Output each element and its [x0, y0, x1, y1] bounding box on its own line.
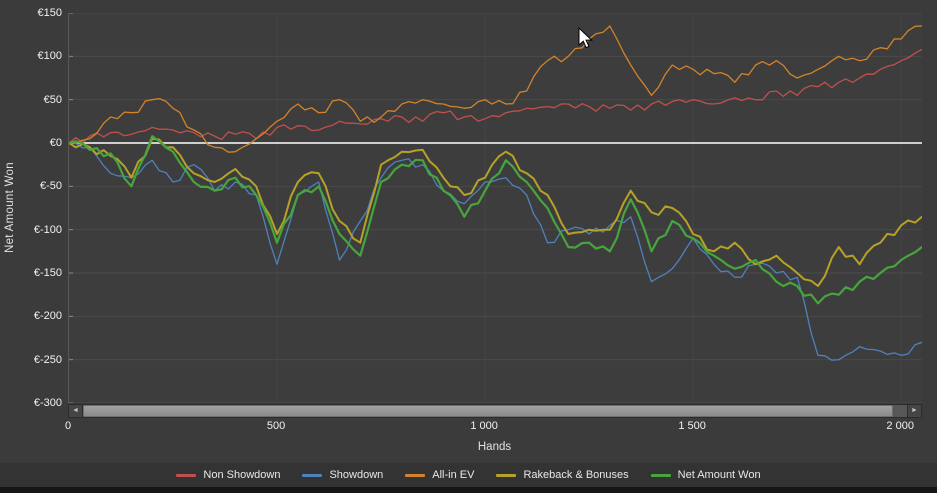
legend-item: Net Amount Won — [650, 469, 761, 481]
series-line-rakeback-bonuses — [69, 137, 922, 287]
x-tick-label: 1 500 — [678, 420, 706, 432]
legend-color-line — [176, 473, 197, 477]
y-axis-title: Net Amount Won — [4, 162, 16, 254]
legend-color-line — [302, 473, 323, 477]
scrollbar-right-arrow-icon[interactable]: ► — [907, 405, 921, 417]
y-tick-label: €150 — [37, 7, 62, 19]
series-line-all-in-ev — [69, 25, 922, 153]
x-tick-label: 0 — [64, 420, 72, 432]
legend-item: Rakeback & Bonuses — [496, 469, 629, 481]
legend: Non Showdown Showdown All-in EV Rakeback & … — [0, 463, 937, 487]
legend-color-line — [496, 473, 517, 477]
series-line-showdown — [69, 142, 922, 361]
window-bottom-edge — [0, 487, 937, 493]
scrollbar-left-arrow-icon[interactable]: ◄ — [69, 405, 83, 417]
legend-item-label: Rakeback & Bonuses — [523, 469, 629, 481]
y-tick-label: €-100 — [33, 223, 62, 236]
y-tick-label: €-300 — [33, 397, 62, 409]
series-line-net-amount-won — [69, 134, 922, 305]
legend-item-label: Net Amount Won — [677, 469, 761, 481]
y-tick-label: €100 — [37, 50, 62, 63]
y-tick-label: €-200 — [33, 310, 62, 323]
legend-item-label: Non Showdown — [203, 469, 281, 481]
x-tick-label: 2 000 — [886, 420, 914, 432]
scrollbar-thumb[interactable] — [83, 405, 893, 417]
legend-item: All-in EV — [405, 469, 474, 481]
y-tick-label: €-150 — [33, 267, 62, 279]
series-line-non-showdown — [69, 48, 922, 144]
x-axis-title: Hands — [477, 441, 512, 453]
y-tick-label: €-250 — [33, 353, 62, 366]
horizontal-scrollbar[interactable]: ◄ ► — [68, 404, 922, 418]
legend-item-label: All-in EV — [432, 469, 475, 481]
legend-item-label: Showdown — [329, 469, 384, 481]
plot-area — [68, 13, 922, 403]
legend-item: Showdown — [302, 469, 383, 481]
y-tick-label: €0 — [49, 137, 62, 149]
scrollbar-track[interactable] — [83, 405, 907, 417]
x-tick-label: 500 — [266, 420, 286, 432]
y-tick-label: €-50 — [39, 180, 62, 193]
x-tick-label: 1 000 — [470, 420, 498, 432]
legend-color-line — [405, 473, 426, 477]
y-tick-label: €50 — [43, 93, 62, 106]
legend-color-line — [650, 473, 671, 477]
legend-item: Non Showdown — [176, 469, 280, 481]
